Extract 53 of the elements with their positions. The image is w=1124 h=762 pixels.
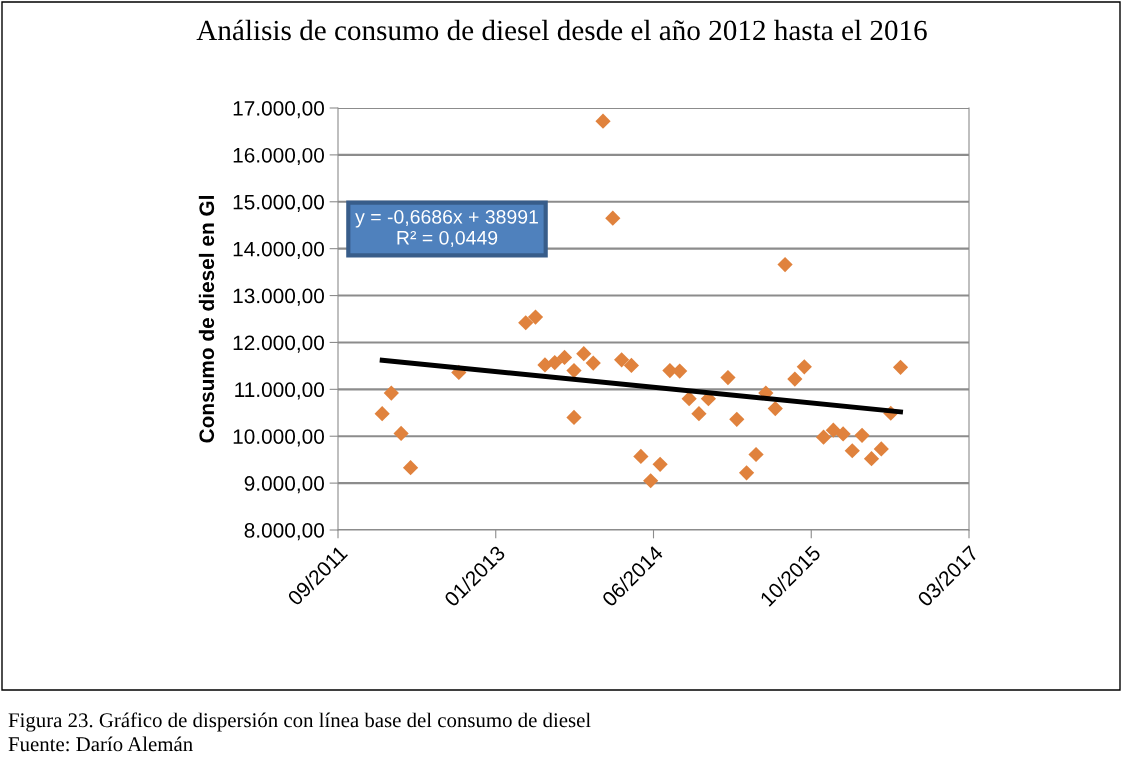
point [652, 456, 668, 472]
point [402, 460, 419, 476]
point [576, 346, 592, 362]
y-tick-label: 14.000,00 [233, 241, 324, 259]
point [748, 446, 764, 463]
point [643, 473, 659, 489]
point [605, 210, 621, 226]
y-tick-label: 9.000,00 [244, 476, 324, 494]
point [691, 406, 707, 422]
annotation: y = -0,6686x + 38991 R² = 0,0449 [355, 209, 538, 247]
point [787, 371, 803, 387]
point [614, 352, 630, 368]
point [777, 257, 793, 273]
chart-title: Análisis de consumo de diesel desde el año 2012 hasta el 2016 [196, 19, 927, 41]
y-tick-label: 12.000,00 [233, 335, 324, 353]
point [393, 425, 409, 442]
point [835, 426, 851, 442]
point [566, 409, 582, 426]
source-note: Fuente: Darío Alemán [8, 736, 193, 752]
point [623, 357, 640, 374]
point [633, 448, 649, 464]
point [527, 309, 544, 325]
point [585, 355, 601, 371]
point [595, 113, 611, 129]
point [729, 411, 745, 427]
point [547, 355, 563, 371]
point [796, 359, 812, 375]
point [556, 349, 573, 366]
point [374, 406, 390, 422]
point [892, 359, 909, 375]
point [672, 363, 688, 379]
point [815, 429, 832, 445]
y-tick-label: 17.000,00 [233, 101, 324, 119]
point [720, 370, 736, 386]
y-tick-label: 10.000,00 [233, 429, 324, 447]
y-tick-label: 8.000,00 [244, 523, 324, 541]
point [844, 443, 860, 459]
point [854, 427, 870, 443]
point [767, 400, 783, 417]
point [825, 422, 841, 438]
point [738, 465, 755, 481]
point [518, 315, 534, 331]
y-axis-title: Consumo de diesel en Gl [198, 196, 215, 443]
y-tick-label: 16.000,00 [233, 147, 324, 166]
y-tick-label: 15.000,00 [233, 194, 324, 212]
y-tick-label: 13.000,00 [233, 288, 324, 306]
point [863, 451, 880, 467]
point [383, 385, 399, 401]
point [566, 362, 582, 379]
point [873, 441, 889, 457]
y-tick-label: 11.000,00 [235, 382, 324, 400]
point [681, 391, 697, 407]
text: Figura 23. Gráfico de dispersión con línea base del consumo de diesel [8, 712, 591, 732]
